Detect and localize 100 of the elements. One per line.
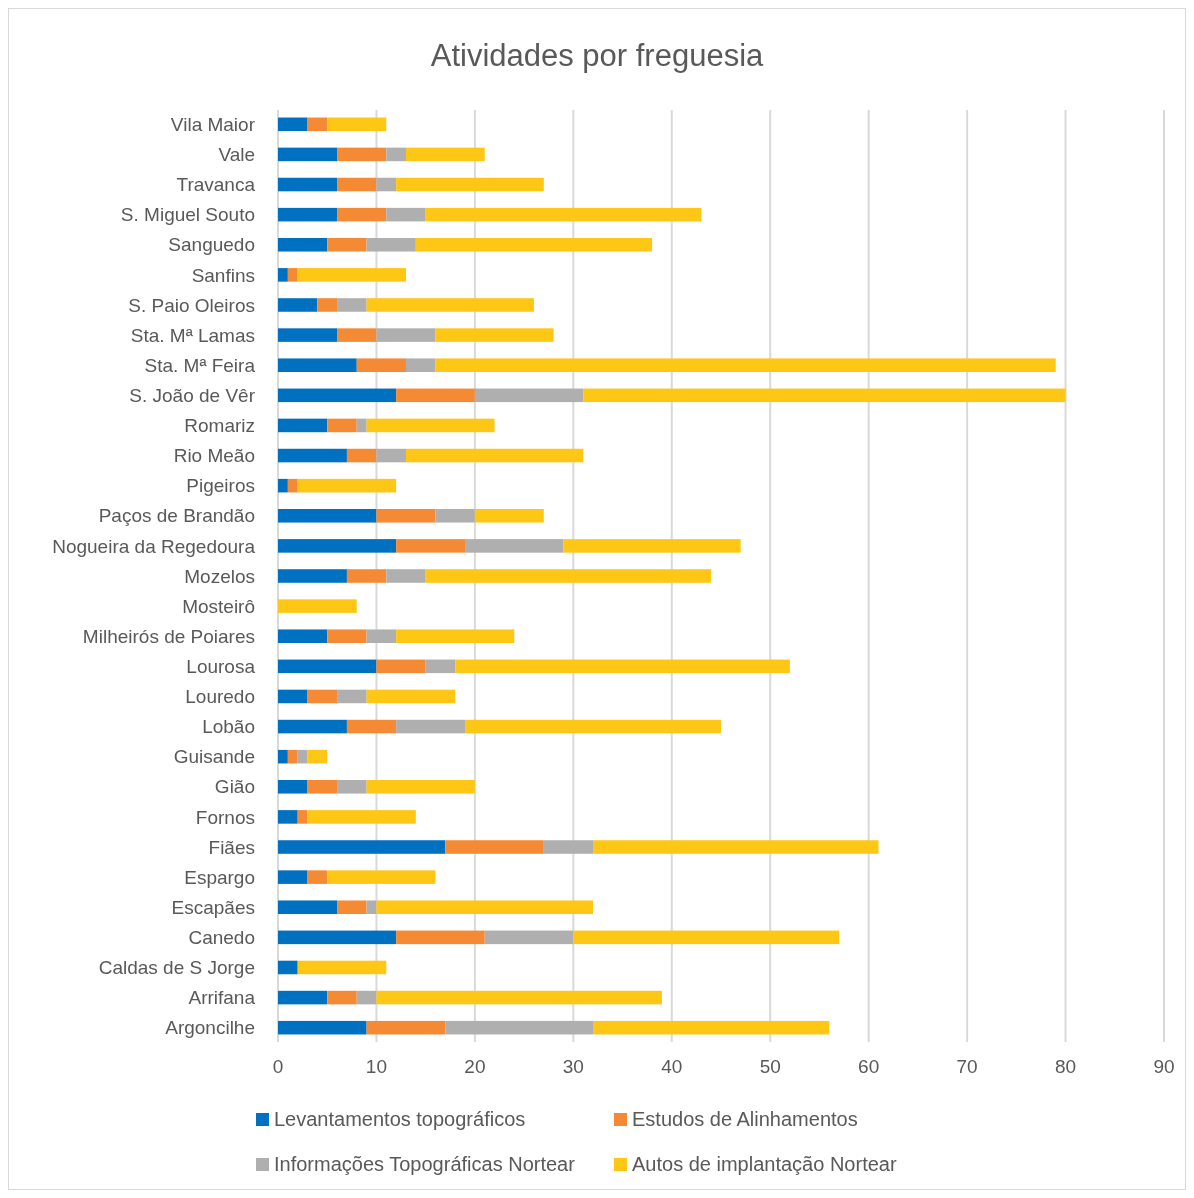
bar xyxy=(278,117,308,132)
bar xyxy=(474,509,544,523)
bar xyxy=(278,478,288,493)
bar xyxy=(543,840,594,854)
bar xyxy=(278,237,328,252)
bar xyxy=(337,780,367,794)
y-tick-label: Sta. Mª Feira xyxy=(144,354,256,376)
bar xyxy=(435,509,475,523)
y-tick-label: Milheirós de Poiares xyxy=(82,625,255,647)
bar xyxy=(425,569,712,583)
bar xyxy=(435,358,1056,372)
bar xyxy=(376,990,662,1005)
bar xyxy=(337,147,387,162)
bar xyxy=(307,870,328,884)
bar xyxy=(593,1020,830,1035)
bar xyxy=(337,298,367,312)
bar xyxy=(297,749,308,764)
y-tick-label: Canedo xyxy=(188,927,255,949)
x-tick-label: 90 xyxy=(1153,1056,1175,1077)
y-tick-label: Paços de Brandão xyxy=(98,505,255,527)
bar xyxy=(346,569,387,583)
bar xyxy=(573,930,840,945)
bar xyxy=(337,900,367,915)
legend-label: Autos de implantação Nortear xyxy=(632,1153,897,1175)
bar xyxy=(327,990,357,1005)
legend-label: Informações Topográficas Nortear xyxy=(274,1153,576,1175)
bar xyxy=(445,1020,594,1035)
y-tick-label: Mozelos xyxy=(184,565,255,587)
bar xyxy=(346,719,397,734)
x-tick-label: 40 xyxy=(661,1056,683,1077)
bar xyxy=(484,930,574,945)
bar xyxy=(278,448,347,463)
x-tick-label: 50 xyxy=(759,1056,781,1077)
bar xyxy=(474,388,584,403)
bar xyxy=(327,629,367,643)
y-tick-label: Sanfins xyxy=(191,264,255,286)
chart-title: Atividades por freguesia xyxy=(430,38,765,73)
y-tick-label: Romariz xyxy=(184,415,255,437)
bar xyxy=(435,328,554,342)
bar xyxy=(278,840,446,854)
bar xyxy=(278,1020,367,1035)
x-tick-label: 80 xyxy=(1054,1056,1077,1077)
y-tick-label: S. João de Vêr xyxy=(129,384,256,406)
bar xyxy=(376,900,594,915)
bar xyxy=(405,358,436,372)
bar xyxy=(278,569,347,583)
y-tick-label: S. Miguel Souto xyxy=(120,204,255,226)
y-tick-label: Mosteirô xyxy=(182,595,255,617)
bar xyxy=(278,900,338,915)
bar xyxy=(366,689,456,704)
bar xyxy=(396,177,544,192)
y-tick-label: S. Paio Oleiros xyxy=(128,294,255,316)
bar xyxy=(376,328,436,342)
bar xyxy=(396,539,466,553)
bar xyxy=(317,298,338,312)
bar xyxy=(366,237,416,252)
bar xyxy=(278,960,298,975)
x-tick-label: 0 xyxy=(272,1056,284,1077)
bar xyxy=(445,840,544,854)
y-tick-label: Arrifana xyxy=(188,987,256,1009)
bar xyxy=(376,448,406,463)
bar xyxy=(278,418,328,433)
bar xyxy=(278,177,338,192)
y-tick-label: Fiães xyxy=(208,836,255,858)
bar xyxy=(337,207,387,222)
bar xyxy=(278,719,347,734)
bar xyxy=(356,990,377,1005)
bar xyxy=(278,268,288,282)
bar xyxy=(287,268,298,282)
x-tick-label: 20 xyxy=(464,1056,486,1077)
y-tick-label: Fornos xyxy=(195,806,255,828)
bar xyxy=(366,298,534,312)
bar xyxy=(307,689,338,704)
bar xyxy=(396,930,485,945)
bar xyxy=(386,569,426,583)
bar xyxy=(376,177,397,192)
bar xyxy=(396,719,466,734)
y-tick-label: Guisande xyxy=(173,746,255,768)
bar xyxy=(278,990,328,1005)
bar xyxy=(376,659,426,674)
bar xyxy=(327,870,436,884)
y-tick-label: Caldas de S Jorge xyxy=(98,957,255,979)
bar xyxy=(307,810,416,824)
bar xyxy=(366,1020,446,1035)
bar xyxy=(327,418,357,433)
bar xyxy=(376,509,436,523)
y-tick-label: Sta. Mª Lamas xyxy=(130,324,255,346)
bar xyxy=(337,177,377,192)
y-tick-label: Espargo xyxy=(184,866,255,888)
bar xyxy=(415,237,653,252)
y-tick-label: Travanca xyxy=(176,174,256,196)
bar xyxy=(593,840,879,854)
bar xyxy=(278,539,397,553)
bar xyxy=(356,418,367,433)
x-tick-label: 60 xyxy=(858,1056,880,1077)
x-tick-label: 30 xyxy=(562,1056,584,1077)
bar xyxy=(297,960,387,975)
bar xyxy=(366,780,475,794)
bar xyxy=(297,478,397,493)
y-tick-label: Gião xyxy=(214,776,255,798)
